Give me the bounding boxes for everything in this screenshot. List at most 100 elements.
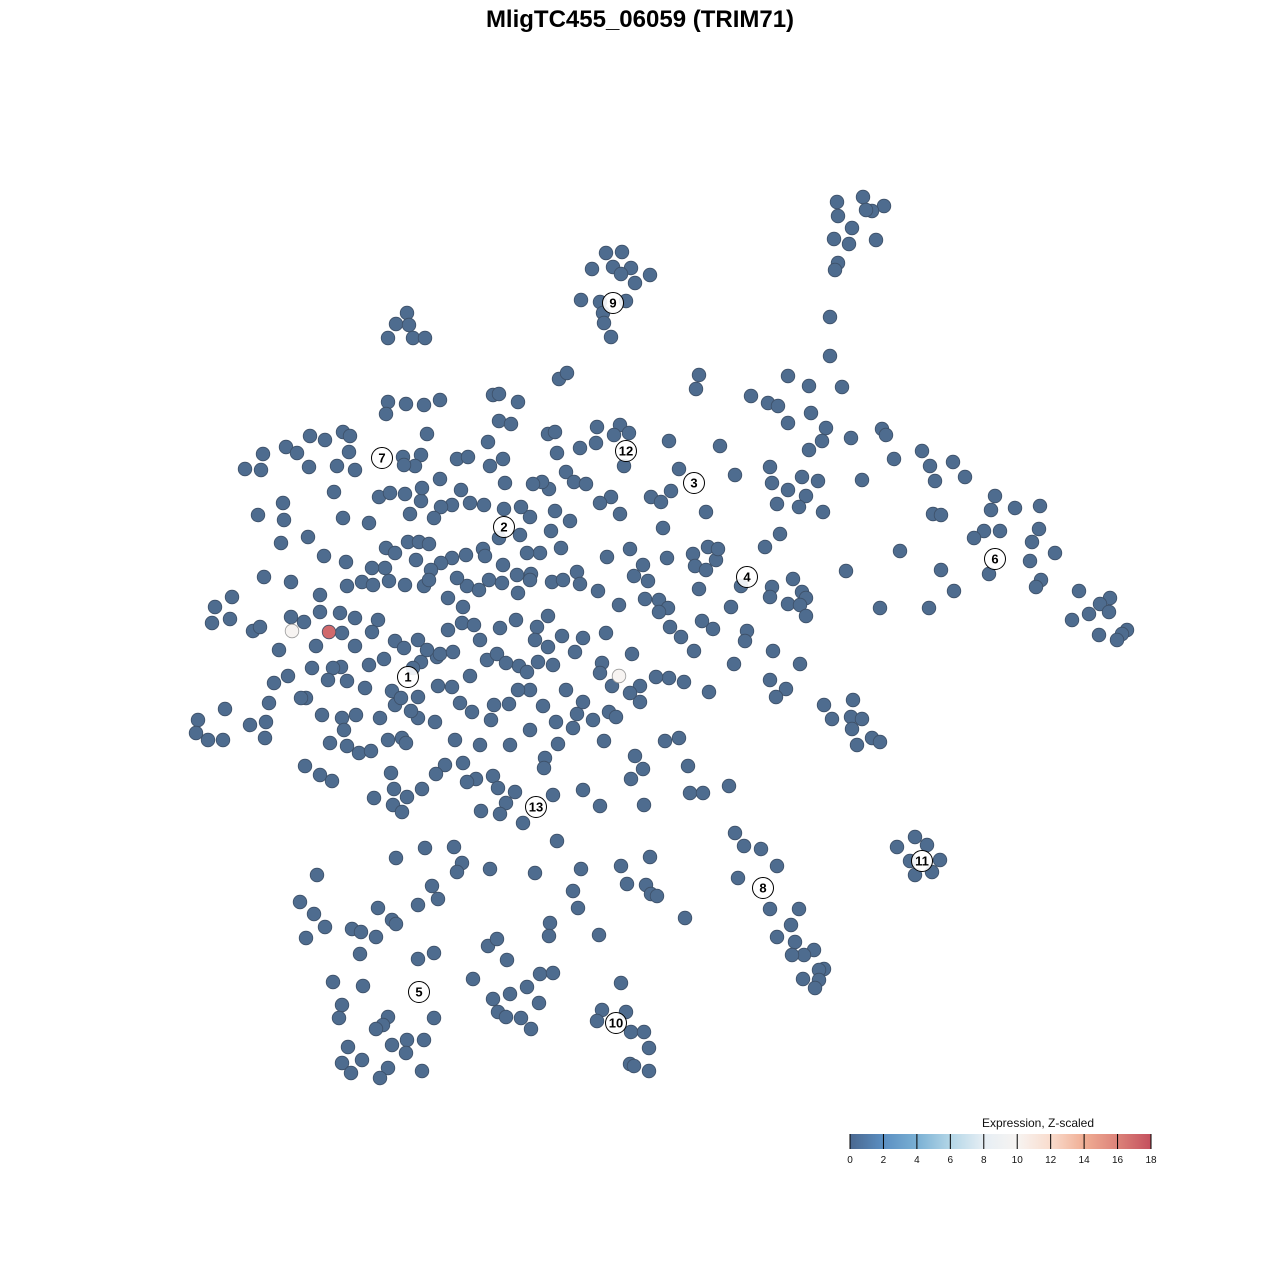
cell-point [795,971,811,987]
cell-point [446,839,462,855]
cell-point [810,473,826,489]
cell-point [283,574,299,590]
cluster-label-7: 7 [371,447,393,469]
cell-point [372,710,388,726]
cell-point [399,789,415,805]
cell-point [603,329,619,345]
cell-point [352,946,368,962]
cell-point [566,474,582,490]
cell-point [491,386,507,402]
cell-point [296,614,312,630]
cell-point [588,435,604,451]
cell-point [727,825,743,841]
legend-ticks: 0 2 4 6 8 10 12 14 16 18 [847,1134,1157,1166]
cluster-label-badge [605,1012,627,1034]
cell-point [604,678,620,694]
cell-point [382,485,398,501]
cell-point [402,506,418,522]
cell-point [1024,534,1040,550]
cell-point [757,539,773,555]
cell-point [892,543,908,559]
cell-point [768,689,784,705]
cell-point [316,548,332,564]
cell-point [642,267,658,283]
cell-point [376,651,392,667]
cell-point [712,438,728,454]
cell-point [416,1032,432,1048]
cell-point [501,696,517,712]
cell-point [685,546,701,562]
cell-point [608,709,624,725]
cell-point [481,572,497,588]
cell-point [987,488,1003,504]
cell-point [482,861,498,877]
cell-point [801,442,817,458]
cell-point [440,590,456,606]
cell-point [483,712,499,728]
cell-point [596,315,612,331]
cell-point [522,509,538,525]
cell-point [361,657,377,673]
cell-point [624,646,640,662]
cell-point [486,697,502,713]
cell-point [792,656,808,672]
cell-point [368,929,384,945]
cell-point [573,861,589,877]
cell-point [224,589,240,605]
cluster-label-text: 13 [529,800,543,815]
cell-point [480,434,496,450]
cell-point [458,547,474,563]
cell-point [408,552,424,568]
cell-point [769,929,785,945]
cell-point [591,927,607,943]
cell-point [312,767,328,783]
cell-point [494,575,510,591]
cell-point [334,625,350,641]
cell-point [513,1010,529,1026]
cell-point [651,604,667,620]
cell-point [636,1024,652,1040]
cell-point [510,394,526,410]
cell-point [649,888,665,904]
cell-point [335,510,351,526]
cell-point [876,198,892,214]
cell-point [843,430,859,446]
cell-point [854,711,870,727]
cell-point [325,974,341,990]
cell-point [541,928,557,944]
cell-point [495,557,511,573]
cell-point [437,757,453,773]
cell-point [886,451,902,467]
cell-point [258,714,274,730]
legend-tick-label: 0 [847,1155,853,1166]
cell-point [611,668,627,684]
cell-point [372,1070,388,1086]
cell-point [554,628,570,644]
cluster-label-badge [911,850,933,872]
cell-point [519,545,535,561]
cell-point [1031,521,1047,537]
cell-point [1022,553,1038,569]
cell-point [503,416,519,432]
cell-point [921,600,937,616]
legend-tick-label: 4 [914,1155,920,1166]
cell-point [530,654,546,670]
cell-point [780,482,796,498]
cell-point [377,560,393,576]
cell-point [922,458,938,474]
cell-point [417,840,433,856]
cell-point [778,681,794,697]
cell-point [762,459,778,475]
cell-point [585,712,601,728]
cell-point [496,501,512,517]
cell-point [550,736,566,752]
cluster-label-badge [602,292,624,314]
cell-point [339,738,355,754]
cell-point [816,697,832,713]
cell-point [250,507,266,523]
cell-point [252,619,268,635]
cell-point [796,947,812,963]
cell-point [378,406,394,422]
cell-point [736,838,752,854]
cell-point [508,612,524,628]
